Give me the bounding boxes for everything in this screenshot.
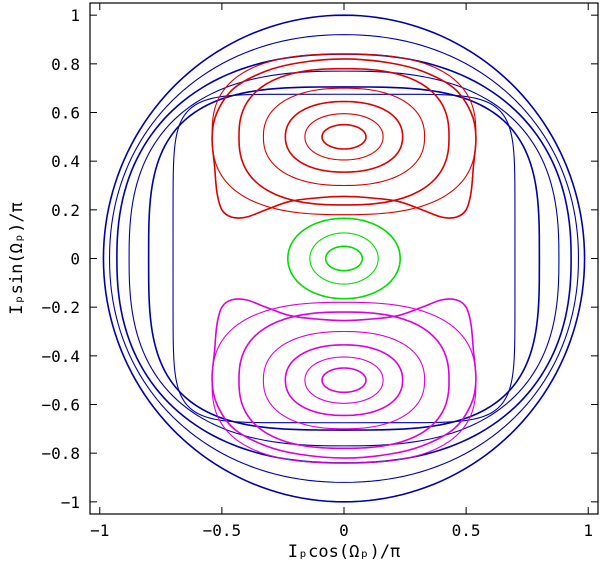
x-tick-label: −0.5 <box>203 521 242 540</box>
y-tick-label: −0.4 <box>41 347 80 366</box>
x-tick-label: 0.5 <box>452 521 481 540</box>
x-tick-label: −1 <box>90 521 109 540</box>
y-tick-label: 0 <box>70 250 80 269</box>
lower-contour-curve <box>284 344 404 417</box>
upper-contour-curve <box>211 58 477 219</box>
upper-contour-curve <box>262 87 426 187</box>
y-tick-label: −0.2 <box>41 298 80 317</box>
upper-contour-curve <box>284 100 404 173</box>
x-axis-ticks: −1 −0.5 0 0.5 1 <box>90 3 593 540</box>
lower-contour-curve <box>211 301 477 464</box>
outer-contour-curve <box>128 70 560 447</box>
y-tick-label: −0.6 <box>41 396 80 415</box>
outer-contour-curve <box>102 14 586 503</box>
y-tick-label: −1 <box>61 493 80 512</box>
y-tick-label: −0.8 <box>41 444 80 463</box>
lower-contour-curve <box>321 367 367 394</box>
center-contour-curve <box>309 232 379 285</box>
upper-contour-curve <box>211 53 477 216</box>
outer-contour-curve <box>172 93 516 424</box>
y-tick-label: 0.4 <box>51 152 80 171</box>
lower-contour-curve <box>238 311 450 450</box>
center-contour-curve <box>324 245 364 272</box>
lower-contour-curve <box>211 298 477 459</box>
lower-contour-curve <box>262 330 426 430</box>
x-tick-label: 1 <box>583 521 593 540</box>
y-tick-label: 0.6 <box>51 104 80 123</box>
outer-contour-curve <box>108 34 580 483</box>
plot-curves <box>102 14 586 503</box>
lower-contour-curve <box>304 356 384 404</box>
upper-contour-curve <box>321 123 367 150</box>
outer-contour-curve <box>147 86 541 431</box>
y-tick-label: 0.8 <box>51 55 80 74</box>
plot-frame <box>89 2 599 515</box>
y-tick-label: 1 <box>70 6 80 25</box>
y-tick-label: 0.2 <box>51 201 80 220</box>
y-axis-label: Iₚsin(Ωₚ)/π <box>7 202 27 315</box>
outer-contour-curve <box>116 53 572 464</box>
center-contour-curve <box>287 217 401 300</box>
upper-contour-curve <box>238 67 450 206</box>
y-axis-ticks: −1 −0.8 −0.6 −0.4 −0.2 0 0.2 0.4 0.6 0.8 1 <box>41 6 598 512</box>
upper-contour-curve <box>304 113 384 161</box>
x-axis-label: Iₚcos(Ωₚ)/π <box>288 542 401 562</box>
x-tick-label: 0 <box>339 521 349 540</box>
